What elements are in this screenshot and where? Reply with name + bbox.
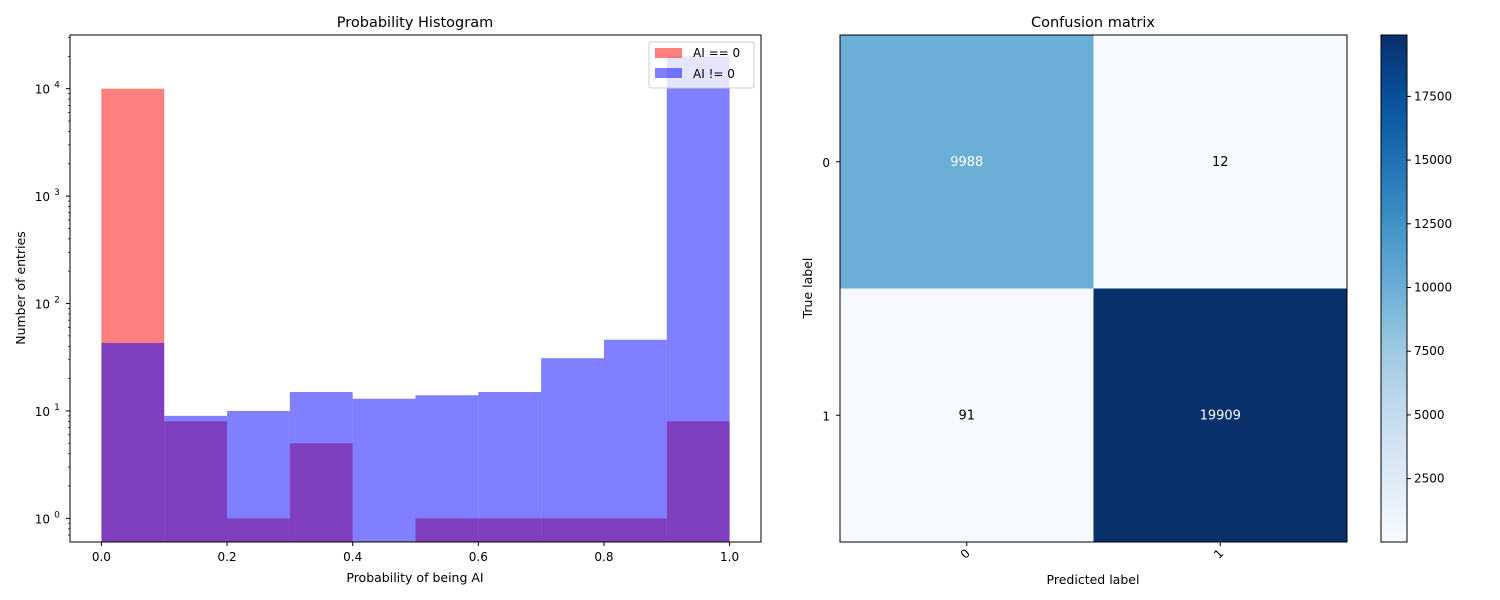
y-tick-label: 10 bbox=[35, 405, 50, 419]
histogram-legend: AI == 0 AI != 0 bbox=[648, 41, 755, 89]
legend-swatch-ai-eq-0 bbox=[655, 48, 682, 58]
confusion-matrix-y-axis-label: True label bbox=[800, 258, 815, 320]
matrix-cell-1-1 bbox=[1093, 288, 1347, 542]
colorbar-tick-label: 10000 bbox=[1414, 280, 1452, 294]
histogram-y-axis-label: Number of entries bbox=[13, 231, 28, 345]
confusion-matrix-x-axis-label: Predicted label bbox=[1047, 572, 1140, 587]
y-tick-label: 1 bbox=[822, 409, 830, 423]
colorbar-tick-label: 15000 bbox=[1414, 153, 1452, 167]
matrix-cell-value: 9988 bbox=[950, 155, 983, 170]
y-tick-exponent: 2 bbox=[54, 296, 60, 306]
histogram-y-ticks: 10 0 10 1 10 2 10 3 10 4 bbox=[35, 37, 70, 536]
histogram-title: Probability Histogram bbox=[337, 15, 493, 31]
confusion-matrix-cells: 9988 12 91 19909 bbox=[840, 35, 1347, 542]
y-tick-label: 10 bbox=[35, 190, 50, 204]
histogram-axes-frame bbox=[69, 34, 762, 543]
x-tick-label: 1 bbox=[1211, 546, 1226, 561]
x-tick-label: 0.6 bbox=[469, 550, 488, 564]
y-tick-label: 10 bbox=[35, 512, 50, 526]
y-tick-exponent: 0 bbox=[54, 510, 60, 520]
matrix-cell-value: 19909 bbox=[1200, 408, 1241, 423]
colorbar-tick-label: 12500 bbox=[1414, 217, 1452, 231]
y-tick-exponent: 1 bbox=[54, 403, 60, 413]
histogram-bar-ai-neq-0 bbox=[541, 358, 604, 542]
matrix-cell-1-0 bbox=[840, 288, 1094, 542]
matrix-cell-value: 91 bbox=[958, 408, 975, 423]
histogram-bar-ai-neq-0 bbox=[666, 56, 730, 543]
x-tick-label: 1.0 bbox=[720, 550, 739, 564]
histogram-bar-ai-neq-0 bbox=[603, 339, 667, 542]
matrix-cell-value: 12 bbox=[1212, 155, 1229, 170]
colorbar-ticks: 2500 5000 7500 10000 12500 15000 17500 bbox=[1407, 89, 1452, 486]
y-tick-label: 10 bbox=[35, 298, 50, 312]
x-tick-label: 0.8 bbox=[594, 550, 613, 564]
legend-label-ai-eq-0: AI == 0 bbox=[693, 46, 740, 60]
histogram-bar-ai-neq-0 bbox=[227, 410, 290, 542]
y-tick-label: 0 bbox=[822, 156, 830, 170]
legend-label-ai-neq-0: AI != 0 bbox=[693, 67, 735, 81]
confusion-matrix-title: Confusion matrix bbox=[1031, 15, 1155, 31]
x-tick-label: 0 bbox=[958, 546, 973, 561]
histogram-bars bbox=[101, 56, 730, 543]
histogram-bar-ai-neq-0 bbox=[101, 342, 165, 542]
histogram-bar-ai-neq-0 bbox=[478, 392, 542, 542]
colorbar-tick-label: 5000 bbox=[1414, 408, 1445, 422]
y-tick-exponent: 3 bbox=[54, 188, 60, 198]
histogram-panel: Probability Histogram 0.0 0.2 0.4 0.6 0.8 1.0… bbox=[13, 15, 762, 585]
histogram-x-ticks: 0.0 0.2 0.4 0.6 0.8 1.0 bbox=[92, 542, 739, 564]
colorbar-tick-label: 17500 bbox=[1414, 89, 1452, 103]
y-tick-exponent: 4 bbox=[54, 81, 60, 91]
histogram-bar-ai-neq-0 bbox=[289, 392, 353, 542]
colorbar-tick-label: 2500 bbox=[1414, 472, 1445, 486]
x-tick-label: 0.2 bbox=[217, 550, 236, 564]
matrix-cell-0-1 bbox=[1093, 35, 1347, 289]
colorbar bbox=[1380, 34, 1408, 543]
x-tick-label: 0.0 bbox=[92, 550, 111, 564]
legend-swatch-ai-neq-0 bbox=[655, 68, 682, 78]
colorbar-tick-label: 7500 bbox=[1414, 344, 1445, 358]
histogram-bar-ai-neq-0 bbox=[352, 398, 416, 542]
y-tick-label: 10 bbox=[35, 83, 50, 97]
x-tick-label: 0.4 bbox=[343, 550, 362, 564]
histogram-x-axis-label: Probability of being AI bbox=[346, 570, 483, 585]
histogram-bar-ai-neq-0 bbox=[164, 415, 228, 542]
confusion-matrix-panel: Confusion matrix 9988 12 91 19909 0 1 0 1 Pred… bbox=[800, 15, 1452, 587]
histogram-bar-ai-neq-0 bbox=[415, 395, 479, 542]
matrix-cell-0-0 bbox=[840, 35, 1094, 289]
confusion-matrix-frame bbox=[839, 34, 1348, 543]
